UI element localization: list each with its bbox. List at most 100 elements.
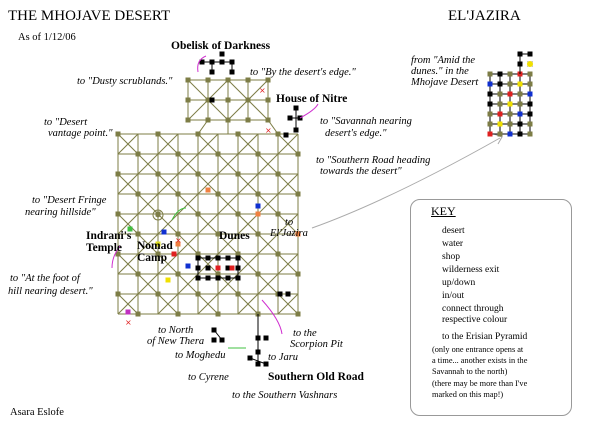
- path-line: [217, 153, 239, 175]
- exit-southern-road-1: to "Southern Road heading: [316, 155, 431, 166]
- path-line: [217, 233, 239, 255]
- room-desert: [235, 251, 241, 257]
- exit-desert-vantage-2: vantage point.": [48, 128, 113, 139]
- pyramid-marker: ×: [175, 236, 182, 245]
- label-camp: Camp: [137, 252, 168, 264]
- room-eljazira: [527, 71, 533, 77]
- path-line: [237, 253, 259, 275]
- room-desert: [295, 191, 301, 197]
- exit-southern-vashnars: to the Southern Vashnars: [232, 390, 338, 401]
- path-line: [157, 173, 179, 195]
- key-pyramid-note-5: marked on this map!): [432, 390, 504, 399]
- temple-ring: [152, 209, 164, 221]
- room-connect: [165, 277, 171, 283]
- room-desert: [245, 77, 251, 83]
- path-line: [197, 119, 209, 135]
- temple-node: [155, 212, 161, 218]
- room-inout: [127, 226, 133, 232]
- room-desert: [185, 97, 191, 103]
- room-connect: [155, 241, 161, 247]
- room-eljazira: [527, 101, 533, 107]
- room-desert: [195, 171, 201, 177]
- inout-link: [171, 207, 187, 221]
- label-temple: Temple: [86, 242, 122, 254]
- eljazira-title: EL'JAZIRA: [448, 8, 521, 24]
- room-desert: [265, 77, 271, 83]
- room-eljazira: [507, 91, 513, 97]
- pyramid-marker: ×: [125, 318, 132, 327]
- path-line: [277, 133, 299, 155]
- room-desert: [235, 131, 241, 137]
- room-eljazira: [497, 71, 503, 77]
- room-eljazira: [497, 91, 503, 97]
- room-desert: [205, 97, 211, 103]
- room-desert: [195, 211, 201, 217]
- room-desert: [235, 291, 241, 297]
- updown-link: [299, 103, 319, 119]
- path-line: [197, 213, 219, 235]
- room-eljazira: [517, 111, 523, 117]
- room-eljazira: [497, 111, 503, 117]
- room-desert: [295, 151, 301, 157]
- path-line: [117, 213, 139, 235]
- exit-desert-vantage-1: to "Desert: [44, 117, 88, 128]
- room-eljazira: [497, 101, 503, 107]
- label-indranis: Indrani's: [86, 230, 132, 242]
- room-obelisk: [219, 51, 225, 57]
- path-line: [197, 253, 219, 275]
- room-desert: [195, 291, 201, 297]
- room-dune: [205, 265, 211, 271]
- arrow-to-eljazira: [311, 137, 501, 229]
- room-eljazira: [487, 101, 493, 107]
- room-desert: [115, 251, 121, 257]
- path-line: [257, 233, 279, 255]
- room-eljazira: [507, 101, 513, 107]
- room-desert: [155, 291, 161, 297]
- room-eljazira: [507, 111, 513, 117]
- map-key: [410, 199, 572, 416]
- room-wilderness-exit: [255, 211, 261, 217]
- room-obelisk: [209, 97, 215, 103]
- key-connect-2: respective colour: [442, 315, 508, 325]
- room-eljazira: [487, 131, 493, 137]
- exit-fringe-2: nearing hillside": [25, 207, 96, 218]
- room-eljazira: [527, 61, 533, 67]
- path-line: [217, 273, 239, 295]
- room-eljazira: [517, 91, 523, 97]
- room-eljazira: [517, 121, 523, 127]
- room-eljazira: [517, 131, 523, 137]
- room-water: [185, 263, 191, 269]
- room-eljazira: [517, 81, 523, 87]
- exit-scorpion-2: Scorpion Pit: [290, 339, 343, 350]
- path-line: [257, 153, 279, 175]
- room-desert: [135, 191, 141, 197]
- path-line: [237, 133, 259, 155]
- room-eljazira: [527, 131, 533, 137]
- room-desert: [295, 271, 301, 277]
- path-line: [137, 193, 159, 215]
- updown-link: [261, 299, 283, 335]
- eljazira-from-3: Mhojave Desert: [411, 77, 479, 88]
- key-pyramid-label: to the Erisian Pyramid: [442, 332, 528, 342]
- path-line: [117, 253, 139, 275]
- key-wilderness-label: wilderness exit: [442, 265, 500, 275]
- exit-eljazira-1: to: [285, 217, 294, 228]
- room-water: [161, 229, 167, 235]
- room-desert: [115, 291, 121, 297]
- room-eljazira: [507, 131, 513, 137]
- key-desert-label: desert: [442, 226, 465, 236]
- key-pyramid-note-4: (there may be more than I've: [432, 379, 528, 388]
- path-line: [157, 133, 179, 155]
- path-line: [249, 357, 267, 365]
- room-eljazira: [487, 81, 493, 87]
- room-eljazira: [497, 81, 503, 87]
- room-shop: [171, 251, 177, 257]
- room-desert: [245, 97, 251, 103]
- room-desert: [275, 211, 281, 217]
- room-water: [255, 203, 261, 209]
- path-line: [197, 173, 219, 195]
- pyramid-marker: ×: [265, 126, 272, 135]
- room-desert: [175, 231, 181, 237]
- path-line: [213, 329, 223, 341]
- path-line: [117, 173, 139, 195]
